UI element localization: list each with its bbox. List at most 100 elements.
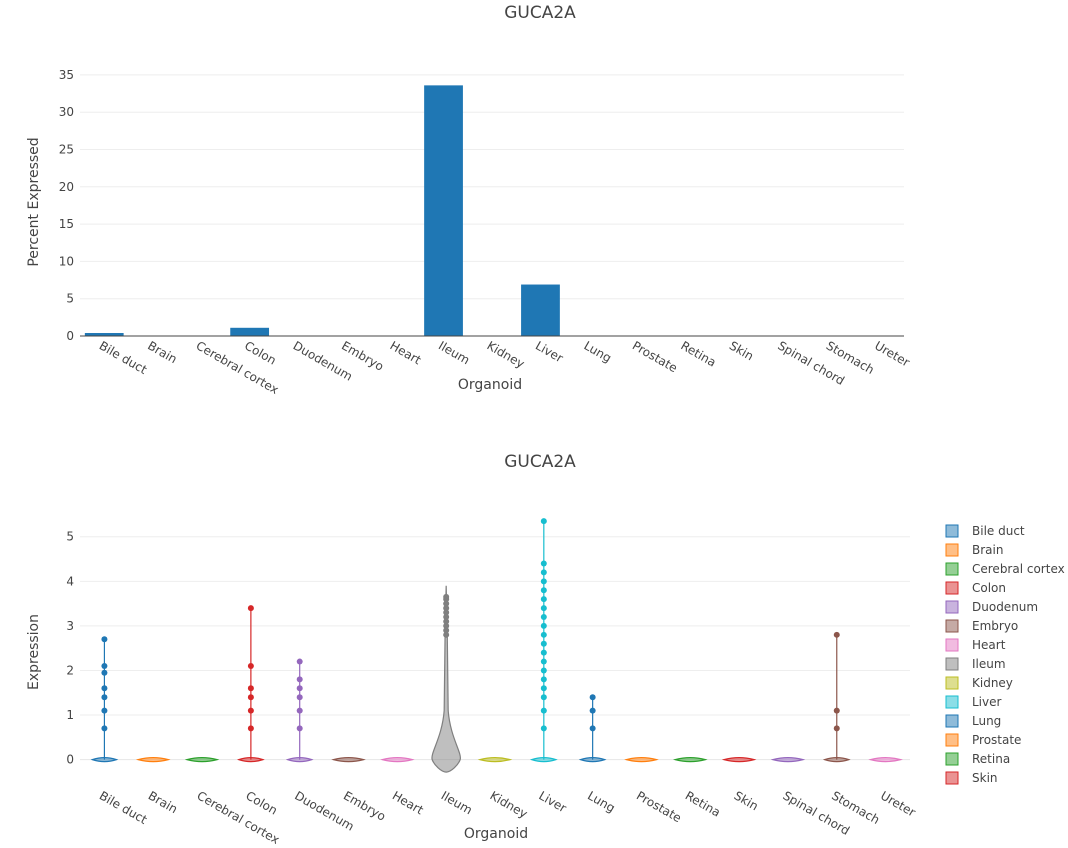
violin-body xyxy=(624,757,659,763)
violin-heart xyxy=(380,757,415,763)
violin-point xyxy=(540,596,547,603)
bar-y-tick-label: 30 xyxy=(59,105,74,119)
violin-point xyxy=(247,663,254,670)
violin-y-tick-label: 4 xyxy=(66,574,74,588)
violin-x-tick-heart: Heart xyxy=(390,788,426,817)
violin-kidney xyxy=(477,757,513,763)
legend-swatch xyxy=(945,752,959,766)
violin-x-tick-ileum: Ileum xyxy=(439,788,475,817)
legend-item-embryo[interactable]: Embryo xyxy=(945,619,1018,633)
legend-item-heart[interactable]: Heart xyxy=(945,638,1006,652)
violin-body xyxy=(184,757,220,763)
violin-point xyxy=(247,605,254,612)
bar-y-tick-label: 5 xyxy=(66,292,74,306)
violin-point xyxy=(540,640,547,647)
legend-item-ileum[interactable]: Ileum xyxy=(945,657,1006,671)
legend-swatch xyxy=(945,524,959,538)
violin-skin xyxy=(721,757,757,763)
bar-x-tick-ureter: Ureter xyxy=(872,338,912,369)
violin-embryo xyxy=(331,757,366,763)
violin-body xyxy=(477,757,513,763)
bar-x-tick-bile-duct: Bile duct xyxy=(97,338,150,377)
violin-body xyxy=(721,757,757,763)
violin-point xyxy=(101,694,108,701)
legend-item-kidney[interactable]: Kidney xyxy=(945,676,1013,690)
legend-label: Duodenum xyxy=(972,600,1038,614)
legend-item-colon[interactable]: Colon xyxy=(945,581,1006,595)
violin-chart-violins xyxy=(90,518,903,773)
violin-point xyxy=(443,593,450,600)
legend-item-liver[interactable]: Liver xyxy=(945,695,1002,709)
bar-chart-bars xyxy=(84,85,851,337)
bar-x-tick-lung: Lung xyxy=(581,338,613,365)
legend-label: Lung xyxy=(972,714,1001,728)
violin-y-tick-label: 3 xyxy=(66,619,74,633)
violin-x-tick-cerebral-cortex: Cerebral cortex xyxy=(195,788,282,846)
bar-x-tick-heart: Heart xyxy=(388,338,424,367)
violin-chart-y-ticks: 0 1 2 3 4 5 xyxy=(66,530,74,767)
violin-point xyxy=(540,667,547,674)
bar-y-tick-label: 15 xyxy=(59,217,74,231)
bar-chart-title: GUCA2A xyxy=(504,3,576,23)
violin-point xyxy=(296,725,303,732)
violin-chart-gridlines xyxy=(80,536,910,761)
violin-point xyxy=(296,694,303,701)
legend-swatch xyxy=(945,714,959,728)
violin-x-tick-colon: Colon xyxy=(243,788,279,817)
legend-item-duodenum[interactable]: Duodenum xyxy=(945,600,1038,614)
violin-point xyxy=(540,694,547,701)
violin-point xyxy=(101,685,108,692)
legend-swatch xyxy=(945,562,959,576)
violin-body xyxy=(770,757,806,763)
violin-point xyxy=(247,694,254,701)
bar-y-tick-label: 0 xyxy=(66,329,74,343)
violin-x-tick-bile-duct: Bile duct xyxy=(97,788,150,827)
violin-body xyxy=(868,757,903,763)
violin-chart-y-axis-title: Expression xyxy=(26,614,42,690)
violin-x-tick-retina: Retina xyxy=(683,788,723,819)
violin-chart-legend: Bile duct Brain Cerebral cortex Colon Duoden… xyxy=(945,524,1065,785)
violin-y-tick-label: 2 xyxy=(66,663,74,677)
legend-item-retina[interactable]: Retina xyxy=(945,752,1010,766)
violin-point xyxy=(540,685,547,692)
legend-label: Bile duct xyxy=(972,524,1025,538)
violin-x-tick-lung: Lung xyxy=(585,788,617,815)
violin-liver xyxy=(529,518,558,763)
legend-item-lung[interactable]: Lung xyxy=(945,714,1001,728)
bar-y-tick-label: 25 xyxy=(59,143,74,157)
violin-chart-x-axis-title: Organoid xyxy=(464,826,528,842)
violin-point xyxy=(540,631,547,638)
violin-x-tick-brain: Brain xyxy=(146,788,180,816)
bar-bile-duct xyxy=(84,333,124,336)
legend-label: Retina xyxy=(972,752,1010,766)
legend-item-prostate[interactable]: Prostate xyxy=(945,733,1021,747)
violin-lung xyxy=(578,694,607,763)
bar-x-tick-retina: Retina xyxy=(678,338,718,369)
legend-item-brain[interactable]: Brain xyxy=(945,543,1003,557)
legend-item-bile-duct[interactable]: Bile duct xyxy=(945,524,1025,538)
violin-x-tick-liver: Liver xyxy=(536,788,569,815)
violin-point xyxy=(540,560,547,567)
violin-chart-title: GUCA2A xyxy=(504,452,576,472)
violin-point xyxy=(540,658,547,665)
violin-point xyxy=(101,725,108,732)
violin-point xyxy=(296,685,303,692)
violin-point xyxy=(443,609,450,616)
violin-x-tick-kidney: Kidney xyxy=(488,788,530,821)
violin-point xyxy=(296,676,303,683)
violin-point xyxy=(443,605,450,612)
violin-x-tick-skin: Skin xyxy=(732,788,761,813)
legend-item-cerebral-cortex[interactable]: Cerebral cortex xyxy=(945,562,1065,576)
violin-cerebral-cortex xyxy=(184,757,220,763)
bar-chart-gridlines xyxy=(80,74,904,300)
violin-ureter xyxy=(868,757,903,763)
legend-item-skin[interactable]: Skin xyxy=(945,771,998,785)
violin-point xyxy=(443,600,450,607)
violin-point xyxy=(540,707,547,714)
bar-x-tick-prostate: Prostate xyxy=(630,338,680,375)
legend-swatch xyxy=(945,619,959,633)
violin-point xyxy=(443,622,450,629)
violin-duodenum xyxy=(285,658,314,763)
